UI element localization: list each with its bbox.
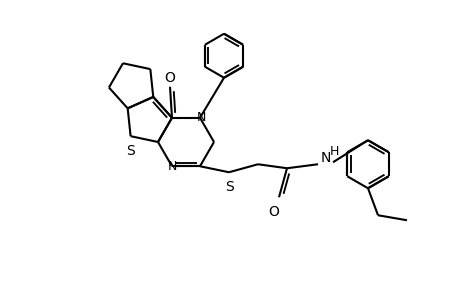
Text: N: N [196, 111, 205, 124]
Text: O: O [268, 205, 279, 219]
Text: S: S [126, 144, 134, 158]
Text: S: S [225, 180, 234, 194]
Text: O: O [164, 71, 175, 85]
Text: N: N [167, 160, 176, 173]
Text: H: H [329, 145, 339, 158]
Text: N: N [320, 151, 330, 165]
